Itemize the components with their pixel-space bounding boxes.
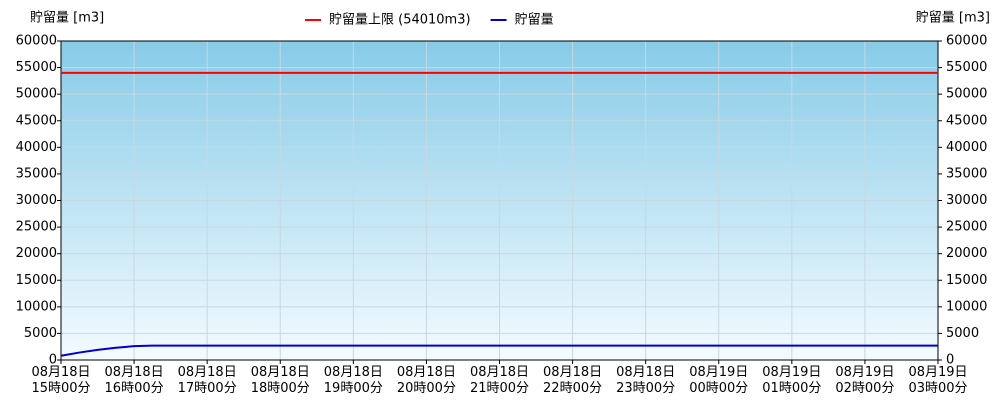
y2-tick-label: 35000	[946, 166, 987, 181]
x-tick-label: 08月18日 22時00分	[543, 365, 602, 396]
y2-tick-label: 5000	[946, 326, 979, 341]
y-tick-label: 15000	[16, 273, 57, 288]
y2-tick-label: 60000	[946, 34, 987, 49]
x-tick-label: 08月18日 18時00分	[251, 365, 310, 396]
y2-tick-label: 10000	[946, 299, 987, 314]
x-tick-label: 08月18日 20時00分	[397, 365, 456, 396]
x-tick-label: 08月18日 23時00分	[616, 365, 675, 396]
y2-tick-label: 30000	[946, 193, 987, 208]
y-tick-label: 40000	[16, 140, 57, 155]
plot-frame	[60, 40, 939, 361]
x-tick-label: 08月18日 19時00分	[324, 365, 383, 396]
y2-tick-label: 40000	[946, 140, 987, 155]
x-tick-label: 08月18日 21時00分	[470, 365, 529, 396]
legend-label: 貯留量	[515, 13, 554, 28]
y2-tick-label: 0	[946, 353, 954, 368]
y-tick-label: 50000	[16, 87, 57, 102]
x-tick-label: 08月19日 00時00分	[689, 365, 748, 396]
y2-tick-label: 45000	[946, 113, 987, 128]
series-line	[60, 344, 938, 357]
y-tick-label: 60000	[16, 34, 57, 49]
y-tick-label: 55000	[16, 60, 57, 75]
x-tick-label: 08月19日 02時00分	[835, 365, 894, 396]
x-tick-label: 08月18日 16時00分	[105, 365, 164, 396]
y-tick-label: 0	[49, 353, 57, 368]
y2-tick-label: 20000	[946, 246, 987, 261]
y-tick-label: 5000	[24, 326, 57, 341]
y-tick-label: 35000	[16, 166, 57, 181]
y2-tick-label: 15000	[946, 273, 987, 288]
legend-label: 貯留量上限 (54010m3)	[329, 13, 471, 28]
x-tick-label: 08月18日 15時00分	[31, 365, 90, 396]
x-tick-label: 08月19日 03時00分	[908, 365, 967, 396]
y-tick-label: 30000	[16, 193, 57, 208]
y2-tick-label: 55000	[946, 60, 987, 75]
y-tick-label: 45000	[16, 113, 57, 128]
y-tick-label: 20000	[16, 246, 57, 261]
y-axis-label: 貯留量 [m3]	[30, 11, 104, 26]
x-tick-label: 08月18日 17時00分	[178, 365, 237, 396]
x-tick-label: 08月19日 01時00分	[762, 365, 821, 396]
y2-tick-label: 50000	[946, 87, 987, 102]
y2-axis-label: 貯留量 [m3]	[916, 11, 990, 26]
y-tick-label: 25000	[16, 220, 57, 235]
y2-tick-label: 25000	[946, 220, 987, 235]
y-tick-label: 10000	[16, 299, 57, 314]
